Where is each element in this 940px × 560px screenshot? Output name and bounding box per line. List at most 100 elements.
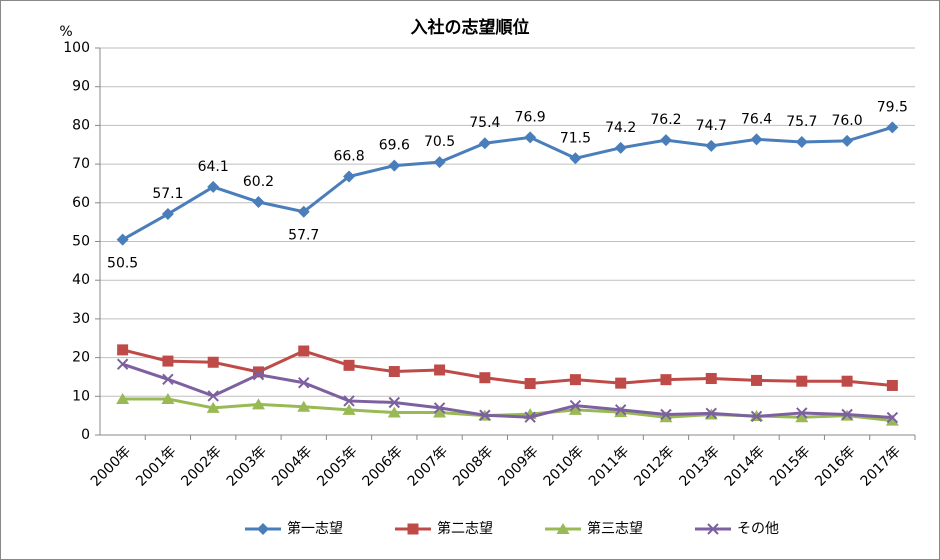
marker	[615, 377, 627, 389]
marker	[407, 523, 419, 535]
marker	[751, 374, 763, 386]
marker	[479, 409, 491, 421]
data-label: 50.5	[107, 256, 138, 272]
marker	[660, 408, 672, 421]
marker	[387, 406, 401, 418]
marker	[660, 374, 672, 386]
marker	[796, 407, 808, 419]
marker	[162, 373, 174, 385]
marker	[705, 139, 718, 152]
data-label: 76.9	[515, 109, 546, 125]
data-label: 76.4	[741, 111, 772, 127]
marker	[343, 170, 356, 183]
y-tick-label: 100	[63, 40, 90, 56]
marker	[297, 400, 311, 412]
marker	[524, 411, 536, 423]
marker	[207, 180, 220, 193]
marker	[161, 208, 174, 221]
marker	[556, 523, 570, 534]
legend-label: その他	[737, 521, 779, 537]
y-tick-label: 60	[72, 195, 90, 211]
marker	[841, 375, 853, 387]
marker	[524, 131, 537, 144]
marker	[388, 396, 401, 409]
marker	[886, 411, 899, 424]
data-label: 75.4	[469, 115, 500, 131]
marker	[795, 136, 808, 149]
marker	[433, 156, 446, 169]
marker	[251, 398, 265, 410]
data-label: 75.7	[786, 114, 817, 130]
marker	[433, 406, 447, 418]
marker	[569, 374, 581, 386]
data-label: 71.5	[560, 130, 591, 146]
y-tick-label: 80	[72, 117, 90, 133]
marker	[705, 372, 717, 384]
y-tick-label: 20	[72, 350, 90, 366]
marker	[298, 377, 310, 389]
marker	[796, 375, 808, 387]
y-tick-label: 10	[72, 388, 90, 404]
legend-item: 第一志望	[245, 520, 343, 537]
data-label: 76.0	[831, 113, 862, 129]
legend-item: その他	[695, 521, 779, 537]
series-line	[122, 362, 893, 420]
marker	[116, 393, 130, 405]
legend-item: 第三志望	[545, 520, 643, 537]
data-label: 74.7	[696, 118, 727, 134]
marker	[433, 402, 446, 414]
marker	[524, 378, 536, 390]
data-label: 74.2	[605, 120, 636, 136]
marker	[885, 414, 899, 426]
marker	[388, 366, 400, 378]
y-tick-label: 0	[81, 427, 90, 443]
marker	[479, 372, 491, 384]
marker	[659, 411, 673, 423]
legend-item: 第二志望	[395, 520, 493, 537]
marker	[116, 358, 129, 370]
marker	[297, 205, 310, 218]
marker	[343, 395, 355, 407]
data-label: 66.8	[333, 148, 364, 164]
marker	[388, 159, 401, 172]
marker	[298, 345, 310, 357]
marker	[252, 366, 264, 378]
marker	[257, 523, 269, 535]
marker	[568, 403, 582, 415]
y-tick-label: 70	[72, 156, 90, 172]
marker	[614, 404, 627, 416]
data-label: 76.2	[650, 112, 681, 128]
legend-label: 第二志望	[437, 520, 493, 537]
marker	[478, 137, 491, 150]
data-label: 69.6	[379, 138, 410, 154]
data-label: 57.1	[152, 186, 183, 202]
marker	[841, 408, 853, 421]
marker	[162, 355, 174, 367]
marker	[207, 390, 219, 402]
marker	[569, 399, 582, 412]
marker	[252, 196, 265, 209]
marker	[252, 368, 265, 381]
data-label: 60.2	[243, 174, 274, 190]
marker	[841, 134, 854, 147]
marker	[750, 410, 763, 423]
marker	[614, 141, 627, 154]
legend-label: 第三志望	[587, 520, 643, 537]
data-label: 64.1	[198, 159, 229, 175]
data-label: 57.7	[288, 228, 319, 244]
marker	[795, 411, 809, 423]
marker	[206, 401, 220, 413]
marker	[342, 403, 356, 415]
y-tick-label: 50	[72, 234, 90, 250]
marker	[116, 233, 129, 246]
marker	[569, 152, 582, 165]
data-label: 70.5	[424, 134, 455, 150]
chart-title: 入社の志望順位	[411, 17, 530, 38]
legend-label: 第一志望	[287, 520, 343, 537]
y-unit: %	[59, 24, 72, 40]
series-line	[122, 348, 893, 387]
series-line	[121, 125, 893, 241]
y-tick-label: 90	[72, 79, 90, 95]
marker	[659, 134, 672, 147]
